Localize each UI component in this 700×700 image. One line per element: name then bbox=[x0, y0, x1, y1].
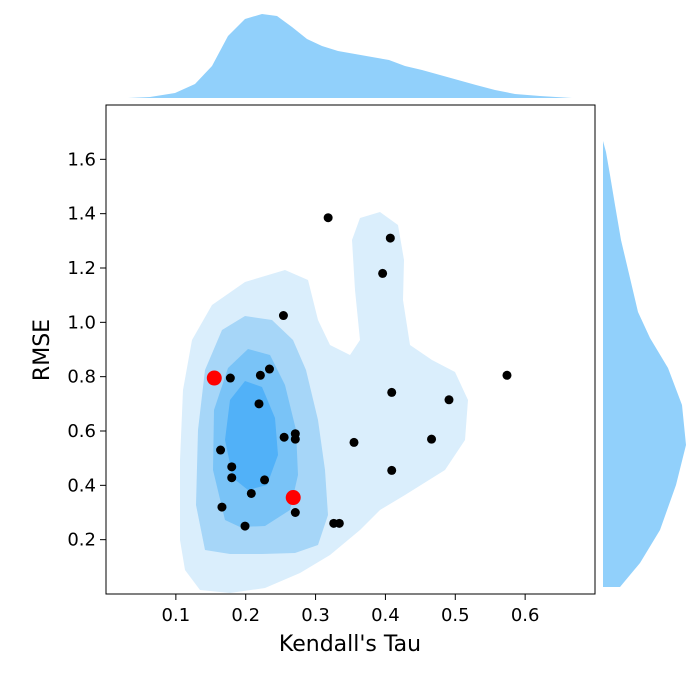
y-tick-label: 1.6 bbox=[67, 149, 96, 170]
data-point bbox=[290, 508, 300, 517]
data-point bbox=[387, 465, 397, 475]
data-point bbox=[227, 473, 237, 483]
data-point bbox=[444, 395, 454, 405]
data-point bbox=[227, 462, 237, 472]
data-point bbox=[334, 518, 344, 528]
x-tick-label: 0.3 bbox=[301, 605, 330, 626]
data-point bbox=[349, 437, 359, 447]
data-point bbox=[502, 370, 512, 380]
x-tick-label: 0.5 bbox=[441, 605, 470, 626]
data-point bbox=[279, 432, 289, 442]
y-tick-label: 1.2 bbox=[67, 258, 96, 279]
data-point bbox=[385, 233, 395, 243]
y-tick-label: 0.6 bbox=[67, 421, 96, 442]
highlighted-points bbox=[206, 370, 301, 506]
data-point bbox=[290, 434, 300, 444]
plot-area bbox=[180, 212, 512, 593]
kde-contour-level-4 bbox=[225, 381, 278, 490]
x-marginal-kde bbox=[128, 14, 572, 98]
x-tick-label: 0.2 bbox=[231, 605, 260, 626]
x-axis: 0.1 0.2 0.3 0.4 0.5 0.6 bbox=[162, 594, 540, 626]
data-point bbox=[240, 521, 250, 531]
y-tick-label: 1.4 bbox=[67, 204, 96, 225]
y-tick-label: 0.4 bbox=[67, 475, 96, 496]
data-point bbox=[217, 502, 227, 512]
data-point bbox=[427, 434, 437, 444]
data-point bbox=[255, 370, 265, 380]
y-tick-label: 1.0 bbox=[67, 312, 96, 333]
data-point bbox=[246, 488, 256, 498]
data-point bbox=[378, 268, 388, 278]
highlighted-point bbox=[206, 370, 222, 386]
x-tick-label: 0.4 bbox=[371, 605, 400, 626]
data-point bbox=[260, 475, 270, 485]
data-point bbox=[264, 364, 274, 374]
data-point bbox=[323, 213, 333, 223]
y-tick-label: 0.8 bbox=[67, 367, 96, 388]
y-axis: 0.2 0.4 0.6 0.8 1.0 1.2 1.4 1.6 bbox=[67, 149, 106, 551]
data-point bbox=[216, 445, 226, 455]
y-marginal-kde bbox=[603, 141, 686, 587]
y-axis-label: RMSE bbox=[30, 319, 55, 381]
scatter-points bbox=[216, 213, 512, 531]
x-tick-label: 0.6 bbox=[511, 605, 540, 626]
data-point bbox=[278, 311, 288, 321]
x-tick-label: 0.1 bbox=[162, 605, 191, 626]
x-axis-label: Kendall's Tau bbox=[279, 632, 421, 657]
data-point bbox=[387, 387, 397, 397]
highlighted-point bbox=[285, 490, 301, 506]
y-tick-label: 0.2 bbox=[67, 530, 96, 551]
plot-frame bbox=[105, 104, 596, 595]
data-point bbox=[254, 399, 264, 409]
data-point bbox=[225, 373, 235, 383]
